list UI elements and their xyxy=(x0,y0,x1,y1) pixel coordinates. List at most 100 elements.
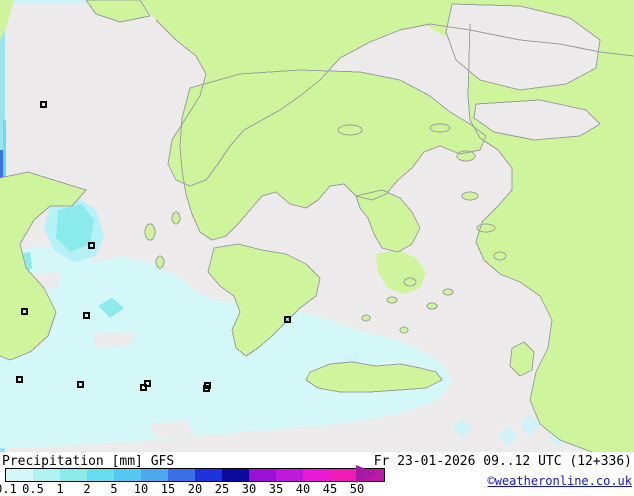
color-scale-tick-label: 2 xyxy=(83,482,91,496)
coast-crete xyxy=(305,361,443,393)
coast-kos xyxy=(493,251,507,261)
island-santorini xyxy=(400,327,408,333)
station-marker xyxy=(40,101,47,108)
station-marker xyxy=(88,242,95,249)
station-marker xyxy=(21,308,28,315)
coast-santorini xyxy=(399,326,409,334)
coast-lesbos xyxy=(456,150,476,162)
land-croatia-islands xyxy=(86,0,150,22)
color-scale-tick-label: 15 xyxy=(160,482,176,496)
coast-greece-mainland xyxy=(179,69,487,241)
coast-milos xyxy=(361,314,371,322)
copyright-link[interactable]: ©weatheronline.co.uk xyxy=(487,474,633,488)
color-scale-tick-label: 1 xyxy=(56,482,64,496)
color-scale-swatch xyxy=(249,469,276,481)
color-scale-tick-label: 0.1 xyxy=(0,482,17,496)
sea-of-marmara xyxy=(446,4,600,90)
coast-croatia xyxy=(85,0,151,23)
coast-paros xyxy=(386,296,398,304)
precip-cell-mid-sea xyxy=(98,298,124,318)
coast-island-a xyxy=(429,123,451,133)
coast-limnos xyxy=(337,124,363,136)
coast-chios xyxy=(461,191,479,201)
color-scale-swatch xyxy=(141,469,168,481)
color-scale-tick-label: 50 xyxy=(349,482,365,496)
sea-marmara-south xyxy=(474,100,600,140)
color-scale-tick-label: 10 xyxy=(133,482,149,496)
land-evia-gulf xyxy=(322,200,378,262)
island-a xyxy=(430,124,450,132)
color-scale-tick-label: 5 xyxy=(110,482,118,496)
coast-anatolia-west xyxy=(467,23,593,452)
island-corfu xyxy=(145,224,155,240)
coast-naxos xyxy=(403,277,417,287)
color-scale-swatch xyxy=(60,469,87,481)
coast-rhodes xyxy=(509,341,535,377)
land-evia-island xyxy=(356,190,420,252)
station-marker xyxy=(83,312,90,319)
coast-kefalonia xyxy=(155,255,165,269)
island-limnos xyxy=(338,125,362,135)
map-footer: Precipitation [mm] GFS Fr 23-01-2026 09.… xyxy=(0,452,634,496)
coast-lefkada xyxy=(171,211,181,225)
station-marker xyxy=(77,381,84,388)
coast-amorgos xyxy=(426,302,438,310)
island-paros xyxy=(387,297,397,303)
precip-area-ionian xyxy=(0,246,452,448)
station-marker-layer xyxy=(16,101,291,392)
island-chios xyxy=(462,192,478,200)
island-ikaria xyxy=(443,289,453,295)
color-scale-swatch xyxy=(114,469,141,481)
coastline-layer xyxy=(0,0,634,452)
land-peloponnese xyxy=(208,244,320,356)
island-kefalonia xyxy=(156,256,164,268)
color-scale-tick-label: 35 xyxy=(268,482,284,496)
land-greece-mainland xyxy=(180,70,486,240)
aegean-islands xyxy=(145,124,506,333)
model-run-timestamp: Fr 23-01-2026 09..12 UTC (12+336) xyxy=(373,454,632,469)
land-crete xyxy=(306,362,442,392)
precip-cell-south-aegean-1 xyxy=(452,418,472,438)
color-scale-swatch xyxy=(330,469,357,481)
island-samos xyxy=(477,224,495,232)
color-scale-swatch xyxy=(6,469,33,481)
station-marker xyxy=(284,316,291,323)
coast-marmara-south xyxy=(473,99,601,141)
color-scale-tick-label: 30 xyxy=(241,482,257,496)
color-scale-overflow-arrow-icon xyxy=(356,465,378,483)
coast-samos xyxy=(476,223,496,233)
coast-corfu xyxy=(144,223,156,241)
station-marker xyxy=(140,384,147,391)
color-scale-swatch xyxy=(303,469,330,481)
color-scale-tick-label: 45 xyxy=(322,482,338,496)
coast-italy xyxy=(0,171,87,361)
border-balkans xyxy=(155,19,634,187)
precip-cell-ionian-north-core xyxy=(56,204,94,252)
coast-evia xyxy=(355,189,421,253)
station-marker xyxy=(144,380,151,387)
precipitation-map[interactable] xyxy=(0,0,634,452)
precip-hole-3 xyxy=(92,332,136,348)
coast-marmara xyxy=(445,3,601,91)
precipitation-color-scale[interactable] xyxy=(5,468,385,482)
color-scale-swatch xyxy=(222,469,249,481)
island-lefkada xyxy=(172,212,180,224)
coast-ikaria xyxy=(442,288,454,296)
station-marker xyxy=(16,376,23,383)
color-scale-tick-label: 25 xyxy=(214,482,230,496)
color-scale-tick-label: 0.5 xyxy=(22,482,44,496)
precip-cell-south-aegean-4 xyxy=(498,426,518,446)
color-scale-swatch xyxy=(33,469,60,481)
station-marker xyxy=(204,382,211,389)
land-balkans-north xyxy=(140,0,634,186)
land-rhodes xyxy=(510,342,534,376)
precip-cell-south-aegean-2 xyxy=(520,414,540,436)
land-italy-north xyxy=(0,0,14,40)
island-milos xyxy=(362,315,370,321)
color-scale-tick-label: 20 xyxy=(187,482,203,496)
island-naxos xyxy=(404,278,416,286)
color-scale-tick-label: 40 xyxy=(295,482,311,496)
coast-peloponnese xyxy=(207,243,321,357)
